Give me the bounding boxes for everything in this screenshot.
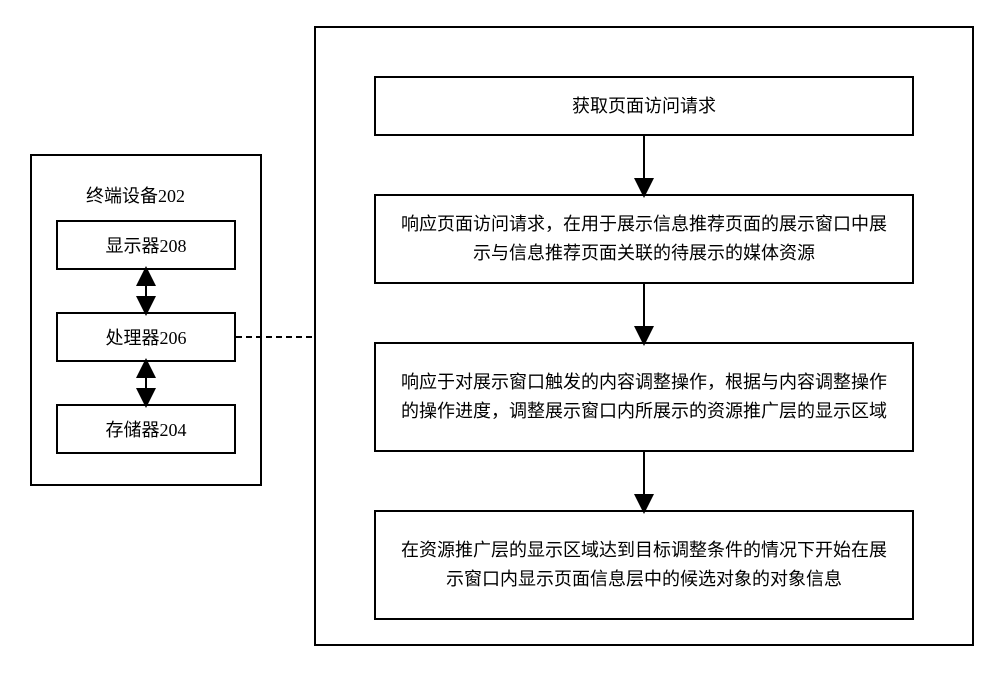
terminal-title: 终端设备202 <box>86 182 185 208</box>
storage-box: 存储器204 <box>56 404 236 454</box>
step3-box: 响应于对展示窗口触发的内容调整操作，根据与内容调整操作的操作进度，调整展示窗口内… <box>374 342 914 452</box>
step1-box: 获取页面访问请求 <box>374 76 914 136</box>
step3-text: 响应于对展示窗口触发的内容调整操作，根据与内容调整操作的操作进度，调整展示窗口内… <box>396 368 892 426</box>
step1-text: 获取页面访问请求 <box>572 92 716 121</box>
processor-label: 处理器206 <box>106 324 187 350</box>
storage-label: 存储器204 <box>106 416 187 442</box>
step2-text: 响应页面访问请求，在用于展示信息推荐页面的展示窗口中展示与信息推荐页面关联的待展… <box>396 210 892 268</box>
processor-box: 处理器206 <box>56 312 236 362</box>
step4-box: 在资源推广层的显示区域达到目标调整条件的情况下开始在展示窗口内显示页面信息层中的… <box>374 510 914 620</box>
display-label: 显示器208 <box>106 232 187 258</box>
step4-text: 在资源推广层的显示区域达到目标调整条件的情况下开始在展示窗口内显示页面信息层中的… <box>396 536 892 594</box>
step2-box: 响应页面访问请求，在用于展示信息推荐页面的展示窗口中展示与信息推荐页面关联的待展… <box>374 194 914 284</box>
display-box: 显示器208 <box>56 220 236 270</box>
